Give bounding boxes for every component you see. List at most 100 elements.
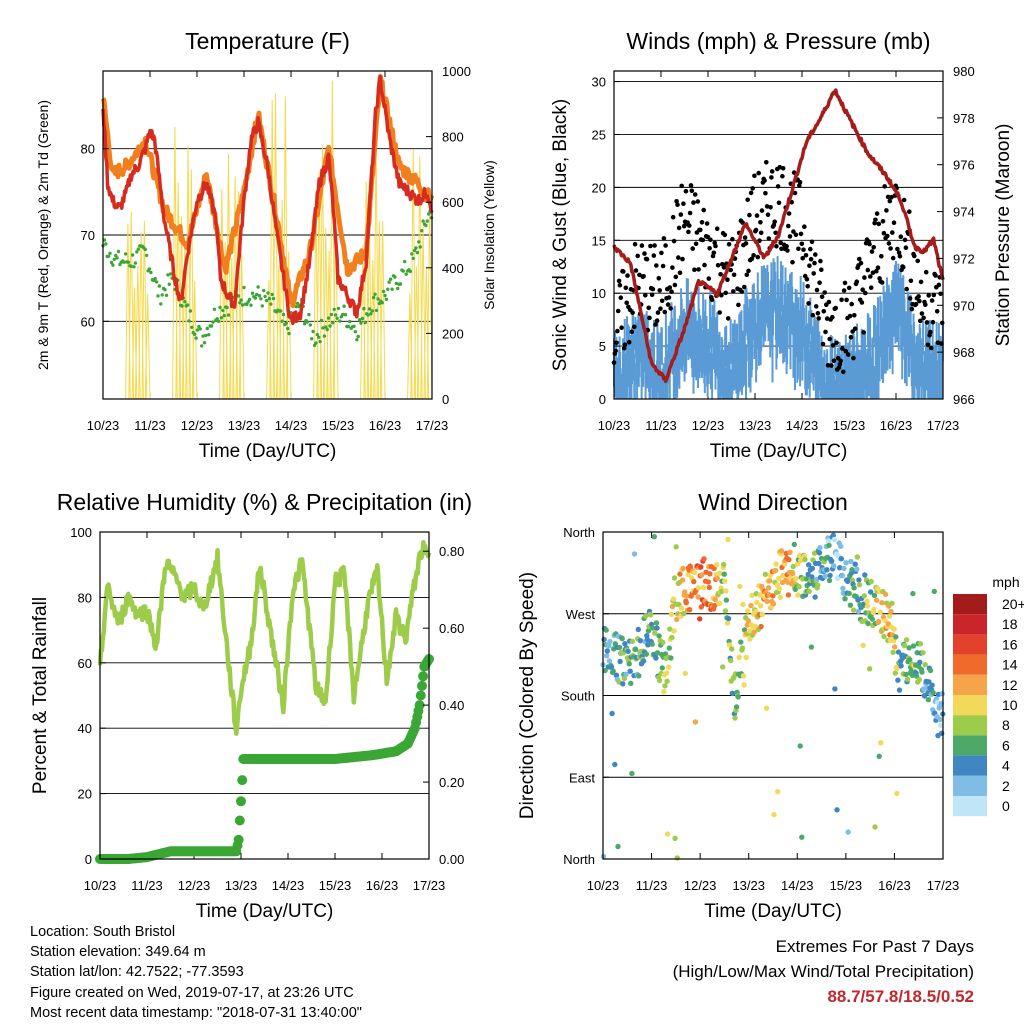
gust-point (874, 268, 879, 274)
extremes-subtitle: (High/Low/Max Wind/Total Precipitation) (672, 962, 974, 981)
gust-point (773, 230, 778, 236)
dewpoint-point (132, 265, 136, 269)
direction-point (877, 609, 883, 615)
y2-tick-label: 0.20 (439, 775, 464, 790)
direction-point (684, 593, 690, 599)
dewpoint-point (403, 259, 407, 264)
gust-point (643, 293, 648, 298)
direction-point (827, 572, 833, 579)
y-tick-label: West (566, 607, 596, 622)
gust-point (753, 227, 759, 233)
direction-point (808, 644, 815, 650)
legend-swatch (953, 634, 987, 655)
direction-point (917, 659, 923, 665)
dewpoint-point (245, 302, 249, 307)
gust-point (784, 243, 789, 249)
dewpoint-point (215, 317, 219, 321)
gust-point (808, 246, 813, 252)
gust-point (779, 246, 784, 252)
gust-point (873, 217, 878, 223)
gust-point (692, 267, 697, 273)
legend-swatch (953, 614, 987, 635)
gust-point (936, 282, 942, 288)
direction-point (743, 654, 749, 661)
gust-point (676, 225, 682, 231)
gust-point (858, 260, 864, 266)
gust-point (823, 329, 828, 335)
direction-point (845, 829, 851, 835)
dewpoint-point (222, 313, 226, 318)
gust-point (656, 276, 662, 281)
y2-tick-label: 0.00 (439, 852, 464, 867)
y2-tick-label: 980 (953, 64, 975, 79)
direction-point (663, 670, 670, 676)
gust-point (917, 298, 922, 304)
gust-point (808, 256, 814, 262)
direction-point (612, 761, 618, 768)
gust-point (790, 259, 795, 265)
direction-point (610, 668, 616, 674)
dewpoint-point (372, 295, 376, 300)
x-tick-label: 12/23 (692, 418, 725, 433)
direction-point (917, 641, 924, 647)
dewpoint-point (195, 328, 200, 332)
gust-point (912, 253, 917, 259)
gust-point (642, 251, 647, 256)
gust-point (925, 342, 931, 348)
direction-point (664, 831, 671, 837)
direction-point (748, 602, 754, 609)
y-axis-label: 2m & 9m T (Red, Orange) & 2m Td (Green) (35, 100, 51, 370)
direction-point (664, 678, 670, 684)
dewpoint-point (212, 307, 217, 311)
direction-point (790, 570, 796, 577)
rain-point (234, 815, 245, 826)
gust-point (633, 268, 639, 273)
direction-point (700, 584, 707, 591)
dewpoint-point (331, 321, 335, 325)
gust-point (844, 297, 849, 303)
direction-point (649, 641, 655, 647)
direction-point (629, 638, 636, 645)
legend-swatch (953, 594, 987, 615)
solar-line (144, 293, 151, 400)
rain-point (237, 775, 248, 786)
gust-point (915, 258, 920, 264)
direction-point (829, 558, 835, 564)
solar-line (128, 211, 135, 400)
gust-point (647, 315, 652, 321)
gust-point (938, 291, 943, 297)
direction-point (882, 591, 889, 597)
y-tick-label: 60 (81, 314, 95, 329)
direction-point (636, 673, 642, 679)
gust-point (742, 235, 748, 240)
direction-point (738, 639, 744, 645)
gust-point (658, 306, 663, 312)
dewpoint-point (417, 240, 421, 244)
gust-point (680, 256, 685, 262)
direction-point (757, 592, 763, 598)
dewpoint-point (190, 325, 194, 329)
gust-point (730, 236, 735, 242)
gust-point (926, 293, 931, 298)
dewpoint-point (398, 282, 403, 286)
gust-point (750, 186, 755, 191)
dewpoint-point (396, 286, 400, 291)
gust-point (745, 197, 750, 203)
gust-point (774, 244, 779, 249)
dewpoint-point (143, 247, 147, 252)
dewpoint-point (256, 285, 260, 289)
gust-point (663, 243, 668, 248)
dewpoint-point (414, 246, 418, 250)
gust-point (695, 199, 701, 204)
y2-tick-label: 200 (442, 326, 464, 341)
direction-point (683, 600, 689, 606)
dewpoint-point (408, 269, 413, 274)
gust-point (668, 306, 673, 311)
direction-point (631, 551, 638, 557)
direction-point (737, 583, 743, 590)
direction-point (662, 683, 668, 689)
direction-point (838, 543, 844, 549)
direction-point (929, 682, 935, 688)
dewpoint-point (205, 326, 209, 331)
